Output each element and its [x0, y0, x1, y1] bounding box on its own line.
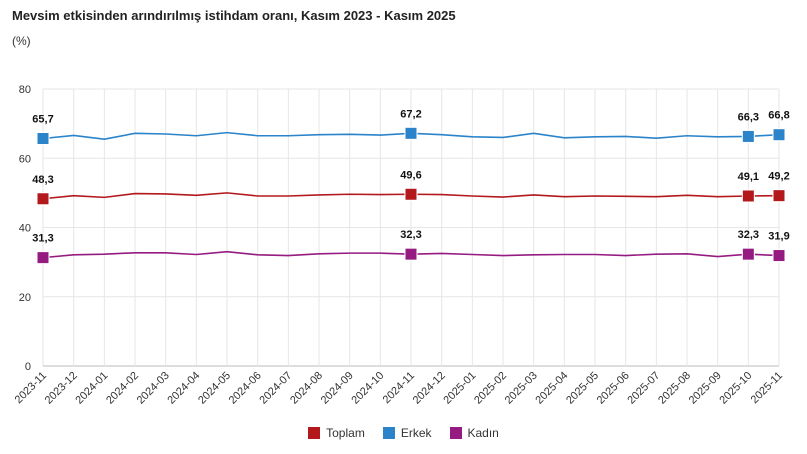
data-label: 31,9	[768, 231, 789, 243]
legend-swatch	[449, 427, 462, 439]
chart-title: Mevsim etkisinden arındırılmış istihdam …	[12, 8, 456, 23]
legend-swatch	[382, 427, 395, 439]
x-tick-label: 2025-05	[564, 370, 601, 407]
data-point-marker	[772, 249, 786, 263]
x-tick-label: 2025-10	[717, 370, 754, 407]
legend-item-toplam[interactable]: Toplam	[308, 426, 365, 440]
x-tick-label: 2024-08	[288, 370, 325, 407]
data-point-marker	[741, 247, 755, 261]
x-tick-label: 2024-01	[73, 370, 110, 407]
x-tick-label: 2025-02	[472, 370, 509, 407]
data-label: 32,3	[400, 229, 421, 241]
data-point-marker	[36, 192, 50, 206]
data-point-marker	[772, 189, 786, 203]
y-axis-unit: (%)	[12, 34, 31, 48]
x-tick-label: 2025-07	[625, 370, 662, 407]
legend-label: Erkek	[400, 426, 432, 440]
x-tick-label: 2025-03	[503, 370, 540, 407]
x-tick-label: 2024-11	[381, 370, 417, 406]
x-tick-label: 2024-10	[349, 370, 386, 407]
data-point-marker	[772, 128, 786, 142]
x-tick-label: 2024-12	[411, 370, 448, 407]
data-label: 32,3	[738, 229, 759, 241]
data-label: 49,2	[768, 171, 789, 183]
data-label: 48,3	[32, 174, 53, 186]
y-tick-label: 40	[19, 223, 31, 235]
x-tick-label: 2024-06	[227, 370, 264, 407]
y-tick-label: 0	[25, 361, 31, 373]
data-point-marker	[404, 187, 418, 201]
x-tick-label: 2023-12	[43, 370, 80, 407]
data-point-marker	[741, 129, 755, 143]
data-label: 66,3	[738, 111, 759, 123]
x-tick-label: 2025-06	[595, 370, 632, 407]
legend-label: Kadın	[467, 426, 499, 440]
x-tick-label: 2024-03	[135, 370, 172, 407]
data-label: 66,8	[768, 110, 789, 122]
x-tick-label: 2025-01	[441, 370, 478, 407]
x-tick-label: 2023-11	[13, 370, 49, 406]
legend-item-erkek[interactable]: Erkek	[382, 426, 432, 440]
legend-label: Toplam	[326, 426, 365, 440]
data-label: 31,3	[32, 233, 53, 245]
x-tick-label: 2025-11	[749, 370, 785, 406]
data-label: 49,1	[738, 171, 759, 183]
y-tick-label: 80	[19, 84, 31, 96]
x-tick-label: 2025-08	[656, 370, 693, 407]
y-tick-label: 20	[19, 292, 31, 304]
data-point-marker	[36, 132, 50, 146]
legend-item-kadın[interactable]: Kadın	[449, 426, 499, 440]
data-label: 67,2	[400, 108, 421, 120]
data-point-marker	[404, 126, 418, 140]
legend: Toplam Erkek Kadın	[0, 426, 807, 440]
y-tick-label: 60	[19, 153, 31, 165]
data-point-marker	[404, 247, 418, 261]
data-point-marker	[741, 189, 755, 203]
x-tick-label: 2024-09	[319, 370, 356, 407]
legend-swatch	[308, 427, 321, 439]
data-point-marker	[36, 251, 50, 265]
data-label: 49,6	[400, 169, 421, 181]
x-tick-label: 2024-04	[165, 370, 202, 407]
x-tick-label: 2024-05	[196, 370, 233, 407]
x-tick-label: 2024-07	[257, 370, 294, 407]
x-tick-label: 2025-04	[533, 370, 570, 407]
data-label: 65,7	[32, 114, 53, 126]
x-tick-label: 2024-02	[104, 370, 141, 407]
x-tick-label: 2025-09	[687, 370, 724, 407]
